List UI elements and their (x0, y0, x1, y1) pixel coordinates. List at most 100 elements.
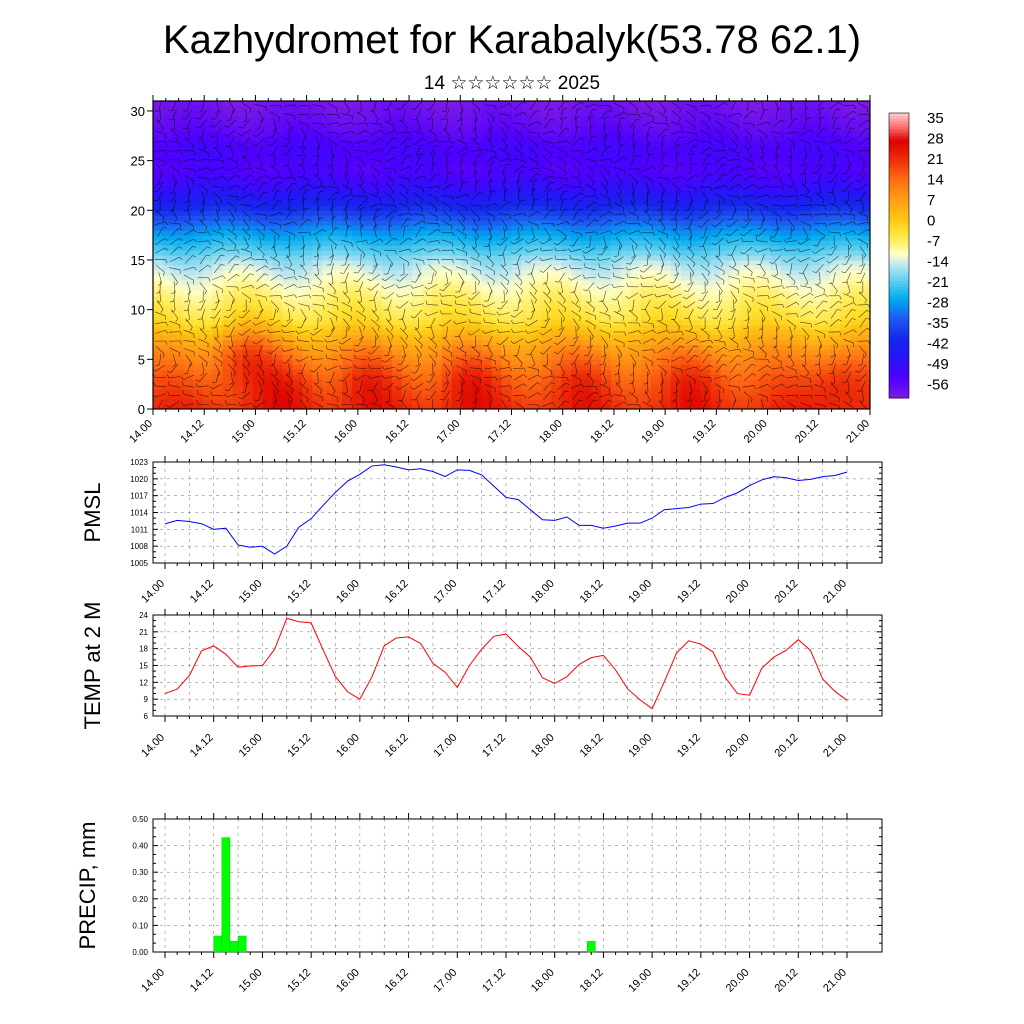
heatmap-cell (182, 140, 194, 147)
heatmap-cell (840, 150, 851, 157)
wind-barb-flag (166, 404, 171, 408)
heatmap-cell (441, 130, 453, 137)
heatmap-cell (810, 150, 821, 157)
heatmap-cell (242, 279, 254, 286)
heatmap-cell (202, 369, 214, 375)
heatmap-cell (680, 349, 692, 355)
heatmap-cell (202, 389, 214, 395)
heatmap-cell (601, 101, 612, 107)
wind-barb-flag (248, 236, 251, 240)
heatmap-cell (232, 259, 244, 266)
heatmap-cell (650, 225, 662, 231)
heatmap-cell (680, 175, 692, 182)
heatmap-cell (192, 284, 204, 291)
heatmap-cell (700, 364, 712, 370)
heatmap-cell (202, 319, 214, 326)
heatmap-cell (780, 259, 791, 266)
heatmap-cell (222, 354, 234, 360)
heatmap-cell (421, 165, 433, 172)
heatmap-cell (262, 135, 274, 142)
heatmap-cell (720, 250, 732, 256)
heatmap-cell (810, 101, 821, 107)
heatmap-cell (362, 130, 373, 137)
heatmap-cell (790, 314, 801, 321)
heatmap-cell (840, 359, 851, 365)
heatmap-cell (690, 389, 702, 395)
heatmap-cell (382, 344, 393, 350)
heatmap-cell (392, 230, 403, 236)
heatmap-cell (262, 399, 274, 405)
heatmap-cell (690, 225, 702, 231)
heatmap-cell (471, 364, 483, 370)
wind-barb (258, 353, 263, 365)
heatmap-cell (621, 225, 632, 231)
heatmap-cell (212, 284, 224, 291)
heatmap-cell (621, 279, 632, 286)
heatmap-cell (710, 120, 722, 127)
heatmap-cell (392, 354, 403, 360)
heatmap-cell (551, 344, 562, 350)
heatmap-cell (730, 160, 742, 167)
heatmap-cell (640, 344, 652, 350)
heatmap-cell (820, 210, 831, 216)
heatmap-cell (322, 264, 333, 271)
heatmap-cell (850, 220, 861, 226)
heatmap-cell (531, 105, 542, 112)
heatmap-cell (830, 259, 841, 266)
heatmap-cell (352, 374, 363, 380)
heatmap-cell (531, 304, 542, 311)
heatmap-cell (252, 135, 264, 142)
wind-barb (183, 403, 195, 406)
wind-barb (187, 308, 190, 320)
wind-barb-flag (153, 200, 158, 202)
heatmap-cell (631, 304, 642, 311)
heatmap-cell (372, 314, 383, 321)
heatmap-cell (172, 364, 184, 370)
heatmap-cell (720, 155, 732, 162)
heatmap-cell (571, 135, 582, 142)
heatmap-cell (730, 235, 742, 241)
heatmap-cell (810, 245, 821, 251)
heatmap-cell (750, 230, 762, 236)
heatmap-cell (322, 274, 333, 281)
heatmap-cell (561, 195, 572, 201)
wind-barb (183, 229, 194, 236)
heatmap-cell (192, 190, 204, 196)
heatmap-cell (770, 369, 781, 375)
heatmap-cell (750, 145, 762, 152)
heatmap-cell (481, 255, 493, 261)
heatmap-cell (262, 319, 274, 326)
heatmap-cell (481, 120, 493, 127)
heatmap-cell (760, 334, 772, 341)
heatmap-cell (302, 220, 313, 226)
heatmap-cell (272, 359, 284, 365)
heatmap-cell (252, 115, 264, 122)
heatmap-cell (650, 309, 662, 316)
heatmap-cell (232, 274, 244, 281)
heatmap-cell (601, 299, 612, 306)
heatmap-cell (392, 324, 403, 331)
heatmap-cell (471, 175, 483, 182)
heatmap-cell (591, 110, 602, 117)
heatmap-cell (601, 120, 612, 127)
heatmap-cell (690, 200, 702, 206)
heatmap-cell (282, 279, 294, 286)
heatmap-cell (670, 364, 682, 370)
heatmap-cell (521, 259, 533, 266)
wind-barb-flag (179, 150, 183, 155)
heatmap-cell (820, 235, 831, 241)
heatmap-cell (551, 324, 562, 331)
heatmap-cell (461, 314, 473, 321)
heatmap-cell (690, 145, 702, 152)
heatmap-cell (481, 225, 493, 231)
heatmap-cell (242, 150, 254, 157)
wind-barb (169, 256, 180, 263)
heatmap-cell (342, 304, 353, 311)
heatmap-cell (222, 160, 234, 167)
heatmap-cell (531, 220, 542, 226)
heatmap-cell (581, 180, 592, 187)
heatmap-cell (780, 155, 791, 162)
heatmap-cell (730, 230, 742, 236)
heatmap-cell (850, 344, 861, 350)
heatmap-cell (501, 404, 513, 409)
